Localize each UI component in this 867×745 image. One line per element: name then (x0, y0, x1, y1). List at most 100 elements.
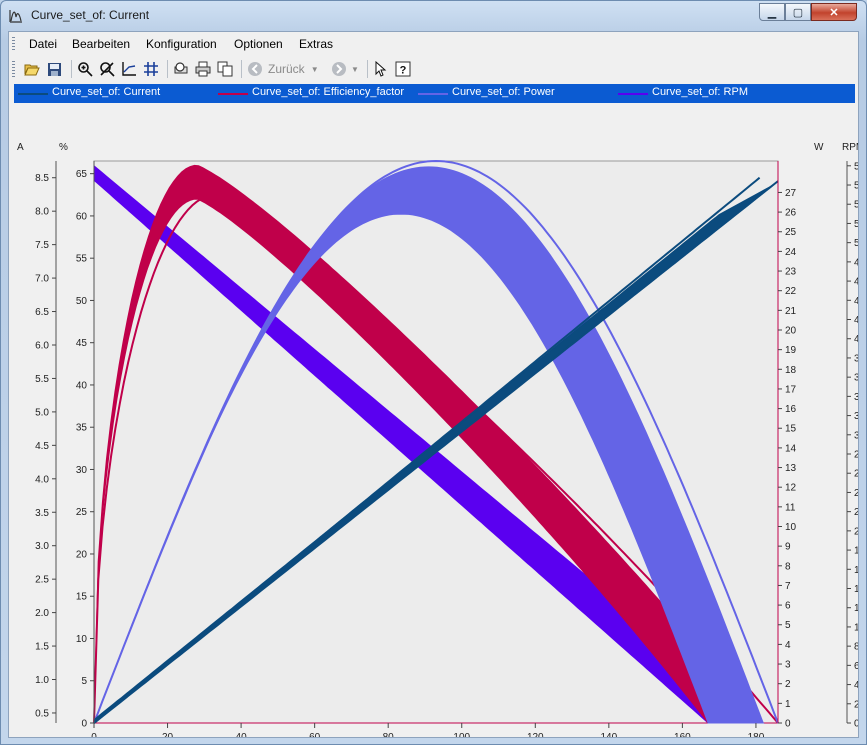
y-tick-label-rpm: 3400 (854, 392, 858, 403)
back-button[interactable]: Zurück ▼ (247, 59, 327, 79)
y-tick-label-rpm: 5800 (854, 161, 858, 172)
menu-konfiguration[interactable]: Konfiguration (146, 37, 217, 51)
grid-icon (144, 62, 158, 76)
y-tick-label-current: 8.0 (35, 207, 49, 218)
y-tick-label-current: 7.0 (35, 274, 49, 285)
back-arrow-icon (248, 62, 262, 76)
y-tick-label-rpm: 4400 (854, 296, 858, 307)
y-tick-label-current: 6.5 (35, 307, 49, 318)
print-button[interactable] (193, 59, 213, 79)
copy-icon (217, 61, 233, 77)
minimize-button[interactable]: ▁ (759, 3, 785, 21)
axes-icon (122, 62, 136, 76)
legend-swatch-rpm (618, 93, 648, 95)
menu-grip[interactable] (12, 37, 15, 51)
forward-button[interactable]: ▼ (327, 59, 363, 79)
open-button[interactable] (22, 59, 42, 79)
menu-datei[interactable]: Datei (29, 37, 58, 51)
zoom-reset-button[interactable] (97, 59, 117, 79)
legend-swatch-current (18, 93, 48, 95)
y-tick-label-current: 1.5 (35, 642, 49, 653)
y-tick-label-power: 23 (785, 267, 797, 278)
y-tick-label-rpm: 3600 (854, 373, 858, 384)
y-tick-label-current: 2.5 (35, 575, 49, 586)
y-tick-label-rpm: 4200 (854, 315, 858, 326)
y-tick-label-efficiency: 25 (76, 507, 88, 518)
y-tick-label-rpm: 3800 (854, 353, 858, 364)
zoom-button[interactable] (75, 59, 95, 79)
toolbar-grip[interactable] (12, 61, 15, 77)
y-tick-label-power: 17 (785, 384, 797, 395)
y-tick-label-current: 2.0 (35, 608, 49, 619)
y-tick-label-current: 6.0 (35, 340, 49, 351)
legend-swatch-power (418, 93, 448, 95)
zoom-reset-icon (100, 62, 115, 77)
y-tick-label-efficiency: 45 (76, 338, 88, 349)
y-tick-label-power: 21 (785, 306, 797, 317)
close-icon: ✕ (829, 6, 839, 19)
y-tick-label-current: 4.0 (35, 474, 49, 485)
client-area: Datei Bearbeiten Konfiguration Optionen … (8, 31, 859, 738)
menu-bearbeiten[interactable]: Bearbeiten (72, 37, 131, 51)
y-tick-label-rpm: 3200 (854, 411, 858, 422)
x-tick-label: 60 (309, 732, 321, 737)
y-tick-label-efficiency: 5 (81, 676, 87, 687)
chart-legend: Curve_set_of: Current Curve_set_of: Effi… (14, 84, 855, 103)
legend-label-power: Curve_set_of: Power (452, 86, 555, 98)
axes-button[interactable] (119, 59, 139, 79)
svg-text:?: ? (400, 65, 407, 77)
help-icon: ? (395, 61, 411, 77)
print-preview-button[interactable] (171, 59, 191, 79)
save-button[interactable] (44, 59, 64, 79)
y-tick-label-rpm: 400 (854, 680, 858, 691)
y-tick-label-current: 5.5 (35, 374, 49, 385)
y-tick-label-power: 22 (785, 286, 797, 297)
toolbar-separator (367, 60, 368, 78)
toolbar-separator (241, 60, 242, 78)
help-button[interactable]: ? (393, 59, 413, 79)
copy-button[interactable] (215, 59, 235, 79)
y-tick-label-power: 16 (785, 404, 797, 415)
maximize-button[interactable]: ▢ (785, 3, 811, 21)
cursor-button[interactable] (371, 59, 391, 79)
y-tick-label-efficiency: 50 (76, 296, 88, 307)
title-bar[interactable]: Curve_set_of: Current ▁ ▢ ✕ (1, 1, 866, 31)
close-button[interactable]: ✕ (811, 3, 857, 21)
y-tick-label-current: 3.0 (35, 541, 49, 552)
y-tick-label-rpm: 200 (854, 699, 858, 710)
y-tick-label-efficiency: 35 (76, 423, 88, 434)
y-tick-label-current: 4.5 (35, 441, 49, 452)
y-tick-label-power: 4 (785, 640, 791, 651)
y-tick-label-efficiency: 0 (81, 719, 87, 730)
y-tick-label-power: 14 (785, 443, 797, 454)
legend-swatch-efficiency (218, 93, 248, 95)
chevron-down-icon: ▼ (351, 64, 359, 74)
y-tick-label-rpm: 0 (854, 719, 858, 730)
y-tick-label-power: 7 (785, 581, 791, 592)
grid-button[interactable] (141, 59, 161, 79)
y-tick-label-power: 8 (785, 561, 791, 572)
y-tick-label-efficiency: 30 (76, 465, 88, 476)
y-tick-label-rpm: 4000 (854, 334, 858, 345)
y-tick-label-rpm: 1000 (854, 622, 858, 633)
y-tick-label-current: 8.5 (35, 173, 49, 184)
zoom-in-icon (78, 62, 93, 77)
minimize-icon: ▁ (767, 6, 777, 19)
y-tick-label-current: 3.5 (35, 508, 49, 519)
y-tick-label-rpm: 2800 (854, 450, 858, 461)
y-tick-label-current: 0.5 (35, 708, 49, 719)
y-tick-label-power: 18 (785, 365, 797, 376)
y-axis-unit-power: W (814, 142, 824, 153)
cursor-icon (375, 61, 387, 77)
y-tick-label-efficiency: 60 (76, 211, 88, 222)
y-axis-unit-current: A (17, 142, 24, 153)
save-icon (47, 62, 61, 76)
series-line-current-0 (93, 176, 761, 724)
y-tick-label-rpm: 1800 (854, 546, 858, 557)
y-tick-label-current: 7.5 (35, 240, 49, 251)
menu-optionen[interactable]: Optionen (234, 37, 283, 51)
menu-extras[interactable]: Extras (299, 37, 334, 51)
y-tick-label-power: 1 (785, 699, 791, 710)
y-tick-label-rpm: 5200 (854, 219, 858, 230)
y-tick-label-rpm: 2000 (854, 526, 858, 537)
